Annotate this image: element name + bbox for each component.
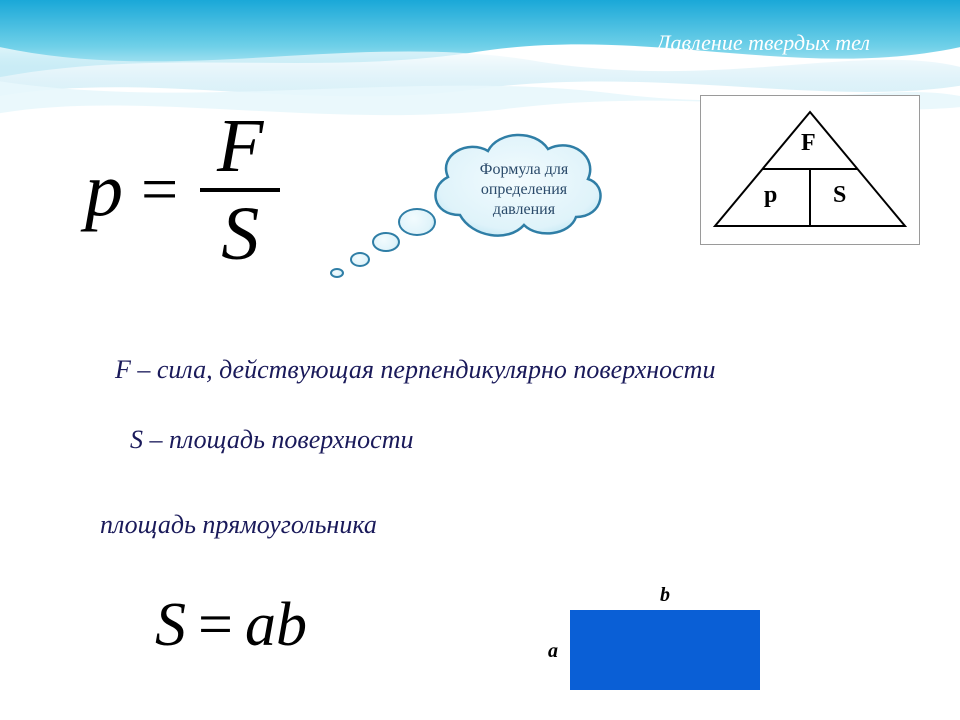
triangle-top-label: F <box>801 130 816 157</box>
def-f-dash: – <box>131 355 157 384</box>
trail-bubble-icon <box>330 268 344 278</box>
trail-bubble-icon <box>372 232 400 252</box>
formula-fraction: F S <box>200 110 280 270</box>
formula-denominator: S <box>221 198 259 270</box>
def-s-dash: – <box>143 425 169 454</box>
def-s-text: площадь поверхности <box>169 425 413 454</box>
def-f-var: F <box>115 355 131 384</box>
formula-lhs: p <box>85 147 123 234</box>
rectangle-shape <box>570 610 760 690</box>
area-lhs: S <box>155 591 186 659</box>
triangle-mnemonic: F p S <box>700 95 920 245</box>
def-s-var: S <box>130 425 143 454</box>
def-rect-title: площадь прямоугольника <box>100 510 377 540</box>
triangle-bl-label: p <box>764 182 777 209</box>
area-eq: = <box>198 591 233 659</box>
formula-numerator: F <box>217 110 263 182</box>
rect-label-a: a <box>548 640 558 663</box>
trail-bubble-icon <box>350 252 370 267</box>
triangle-br-label: S <box>833 182 846 209</box>
triangle-icon <box>710 104 910 234</box>
cloud-text: Формула для определения давления <box>448 160 600 220</box>
def-f-text: сила, действующая перпендикулярно поверх… <box>157 355 716 384</box>
def-force: F – сила, действующая перпендикулярно по… <box>115 355 715 385</box>
formula-pressure: p = F S <box>85 110 280 270</box>
formula-area: S=ab <box>155 590 307 661</box>
area-rhs: ab <box>245 591 307 659</box>
slide-title: Давление твердых тел <box>656 30 870 56</box>
formula-eq: = <box>141 152 178 228</box>
def-area: S – площадь поверхности <box>130 425 413 455</box>
rectangle-diagram: a b <box>570 610 760 690</box>
rect-label-b: b <box>660 584 670 607</box>
trail-bubble-icon <box>398 208 436 236</box>
